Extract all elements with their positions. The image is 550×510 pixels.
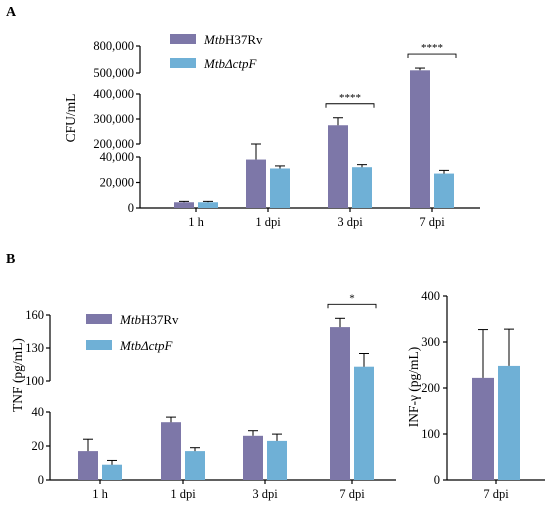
pb-ytick-label-1-2: 160 [25, 308, 44, 322]
pb-ytick-label-0-2: 40 [32, 405, 45, 419]
panel-a-ylabel: CFU/mL [63, 94, 78, 143]
pa-ytick-label-1-2: 400,000 [93, 87, 134, 101]
pa-sig-bracket-0 [325, 103, 375, 108]
legend-label-rv-a: MtbH37Rv [203, 32, 263, 47]
pb-bar-rv-3-part1 [330, 382, 350, 480]
legend-label-ctpf-b: MtbΔctpF [119, 338, 173, 353]
pb-ytick-label-1-0: 100 [25, 374, 44, 388]
pb-bar-ctpf-1 [185, 451, 205, 480]
pb-sig-bracket-0 [327, 303, 377, 309]
pa-sig-label-1: **** [421, 42, 443, 54]
c-ytick-label-3: 300 [421, 335, 440, 349]
pb-bar-rv-1 [161, 422, 181, 480]
pb-bar-ctpf-2 [267, 440, 287, 480]
legend-swatch-rv-b [86, 314, 112, 324]
legend-label-rv-b: MtbH37Rv [119, 312, 179, 327]
pa-ytick-label-1-0: 200,000 [93, 137, 134, 151]
pa-bar-rv-3-part2 [410, 145, 430, 208]
panel-label-b: B [6, 252, 15, 267]
c-bar-ctpf [498, 365, 520, 480]
pa-ytick-label-0-0: 0 [128, 201, 134, 215]
pa-bar-rv-1 [246, 159, 266, 208]
pa-bar-rv-2-part1 [328, 145, 348, 208]
panel-b-ylabel: TNF (pg/mL) [10, 338, 25, 412]
pb-ytick-label-0-0: 0 [38, 473, 44, 487]
pa-bar-ctpf-2 [352, 167, 372, 208]
legend-label-ctpf-a: MtbΔctpF [203, 56, 257, 71]
pa-xtick-label-0: 1 h [188, 215, 204, 229]
pa-ytick-label-0-1: 20,000 [100, 176, 134, 190]
pa-sig-label-0: **** [339, 92, 361, 104]
legend-swatch-ctpf-a [170, 58, 196, 68]
pa-ytick-label-2-0: 500,000 [93, 66, 134, 80]
pb-bar-rv-0 [78, 451, 98, 480]
c-xtick-label-0: 7 dpi [483, 487, 509, 501]
pb-sig-label-0: * [349, 292, 355, 304]
panel-c-ylabel: INF-γ (pg/mL) [406, 347, 421, 428]
legend-swatch-ctpf-b [86, 340, 112, 350]
pa-bar-rv-0 [174, 202, 194, 208]
pa-ytick-label-1-1: 300,000 [93, 112, 134, 126]
pb-bar-rv-2 [243, 435, 263, 480]
c-ytick-label-2: 200 [421, 381, 440, 395]
pb-xtick-label-0: 1 h [92, 487, 108, 501]
pa-sig-bracket-1 [407, 53, 457, 59]
pb-ytick-label-1-1: 130 [25, 341, 44, 355]
legend-swatch-rv-a [170, 34, 196, 44]
pb-xtick-label-1: 1 dpi [170, 487, 196, 501]
c-ytick-label-1: 100 [421, 427, 440, 441]
c-bar-rv [472, 377, 494, 480]
pa-xtick-label-1: 1 dpi [255, 215, 281, 229]
pa-xtick-label-3: 7 dpi [419, 215, 445, 229]
pb-bar-ctpf-3-part1 [354, 382, 374, 480]
pb-ytick-label-0-1: 20 [32, 439, 45, 453]
pa-bar-rv-3-part1 [410, 74, 430, 156]
pa-bar-ctpf-0 [198, 202, 218, 208]
pb-bar-ctpf-0 [102, 464, 122, 480]
pb-xtick-label-2: 3 dpi [252, 487, 278, 501]
pa-ytick-label-0-2: 40,000 [100, 150, 134, 164]
c-ytick-label-0: 0 [434, 473, 440, 487]
pb-xtick-label-3: 7 dpi [339, 487, 365, 501]
pa-bar-ctpf-3 [434, 173, 454, 208]
panel-label-a: A [6, 5, 17, 20]
pa-xtick-label-2: 3 dpi [337, 215, 363, 229]
pa-ytick-label-2-1: 800,000 [93, 39, 134, 53]
pa-bar-ctpf-1 [270, 168, 290, 208]
c-ytick-label-4: 400 [421, 289, 440, 303]
